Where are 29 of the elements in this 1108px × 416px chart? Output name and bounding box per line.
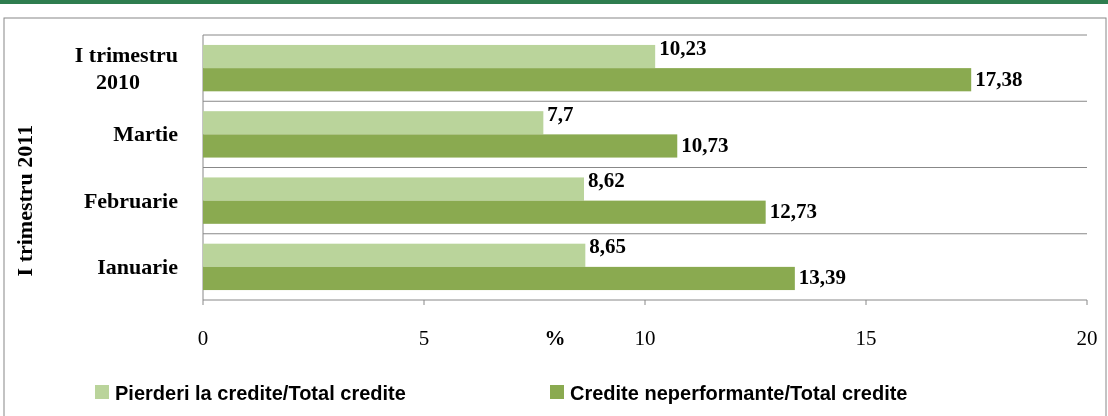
y-tick-label: I trimestru 2010 [74, 42, 178, 95]
x-tick-label: 10 [634, 326, 656, 350]
x-tick-label: 5 [418, 326, 430, 350]
data-label: 13,39 [798, 265, 847, 290]
data-label: 12,73 [769, 199, 817, 224]
bar [203, 68, 972, 92]
legend-label: Pierderi la credite/Total credite [115, 382, 406, 404]
bar [203, 243, 586, 267]
bar [203, 44, 656, 69]
x-axis-title: % [544, 326, 566, 350]
data-label: 10,23 [659, 35, 707, 60]
data-label: 17,38 [975, 66, 1023, 91]
bar [203, 111, 544, 135]
data-label: 7,7 [547, 101, 574, 126]
y-axis-title: I trimestru 2011 [12, 124, 37, 277]
y-tick-label: Ianuarie [97, 253, 179, 279]
data-label: 8,65 [589, 234, 627, 259]
bar [203, 200, 766, 224]
x-tick-label: 15 [855, 326, 877, 350]
data-label: 8,62 [588, 168, 625, 193]
y-tick-label: Martie [113, 121, 179, 147]
bar [203, 134, 678, 158]
y-tick-label: Februarie [83, 187, 179, 213]
bar [203, 177, 584, 201]
legend-label: Credite neperformante/Total credite [570, 382, 908, 404]
bar [203, 266, 795, 291]
x-tick-label: 0 [197, 326, 209, 350]
data-label: 10,73 [681, 132, 729, 157]
x-tick-label: 20 [1076, 326, 1098, 350]
